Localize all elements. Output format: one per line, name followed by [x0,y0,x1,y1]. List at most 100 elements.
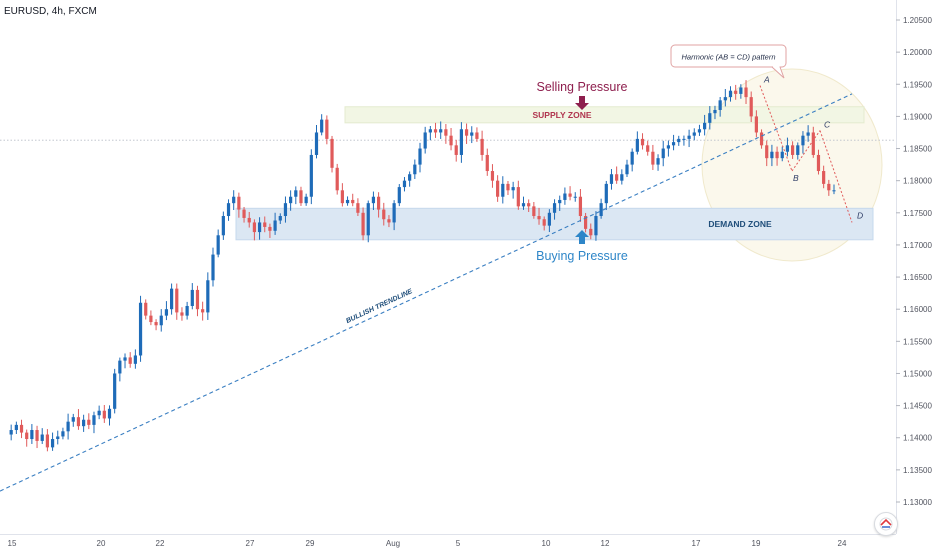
harmonic-callout-box [670,44,787,68]
candle-body [397,187,401,204]
candle-body [102,410,106,419]
candle-body [257,222,262,233]
candle-body [759,132,764,146]
candle-body [87,419,91,425]
candle-body [92,415,96,425]
candle-body [827,183,831,191]
candle-body [816,154,821,172]
candle-body [671,142,676,146]
supply-zone [344,106,865,124]
candle-body [376,196,381,210]
candle-body [118,360,122,374]
x-tick-label: 19 [752,539,761,548]
candle-body [216,235,220,255]
selling-pressure-arrow-icon [575,96,589,110]
candle-body [728,90,733,98]
candle-body [149,315,153,323]
candle-body [718,100,722,110]
candle-body [615,174,619,181]
candle-body [464,129,469,136]
tradingview-logo-icon[interactable] [874,512,898,536]
y-tick-label: 1.17000 [903,241,932,250]
candle-body [785,145,790,152]
candle-body [40,434,44,441]
candle-body [278,216,282,221]
candle-body [630,151,634,165]
x-tick-label: 20 [97,539,106,548]
candle-body [330,138,334,168]
candle-body [30,430,34,440]
candle-body [677,138,681,143]
candle-body [180,312,184,316]
candle-body [449,135,453,146]
candle-body [71,417,75,422]
candle-body [283,203,288,217]
candle-body [113,373,117,409]
candle-body [552,203,557,213]
candle-body [527,203,531,207]
harmonic-leg [759,85,793,172]
demand-zone-label: DEMAND ZONE [708,219,772,229]
candle-body [640,138,645,146]
candle-body [242,209,246,218]
candle-body [609,174,614,184]
y-tick-label: 1.16500 [903,273,932,282]
candle-body [402,180,407,188]
candle-body [320,119,324,133]
candle-body [164,309,169,316]
candle-body [806,132,810,136]
candle-body [314,132,319,155]
x-tick-label: 12 [601,539,610,548]
candle-body [97,410,101,416]
candle-body [237,196,241,210]
candle-body [273,220,277,231]
y-tick-label: 1.17500 [903,209,932,218]
candle-body [573,196,577,198]
candle-body [439,129,443,133]
harmonic-leg [791,130,821,172]
bullish-trendline[interactable] [0,93,853,492]
candle-body [620,174,624,181]
candle-body [723,97,727,101]
y-tick-label: 1.14500 [903,402,932,411]
harmonic-callout-pointer [771,66,785,79]
x-tick-label: 17 [692,539,701,548]
candle-body [413,164,417,175]
candle-body [50,439,55,448]
candle-body [226,203,231,217]
candle-body [656,158,660,165]
candle-body [247,217,251,223]
candle-body [542,219,546,226]
candle-body [201,309,205,313]
candle-body [428,129,432,133]
candle-body [423,132,427,149]
candle-body [454,145,458,155]
y-tick-label: 1.19000 [903,112,932,121]
candle-body [594,216,598,236]
y-tick-label: 1.20500 [903,16,932,25]
x-tick-label: 10 [542,539,551,548]
candle-body [470,132,474,136]
buying-pressure-label: Buying Pressure [536,249,628,263]
selling-pressure-label: Selling Pressure [536,80,627,94]
x-tick-label: 27 [246,539,255,548]
candle-body [169,288,174,310]
candle-body [138,302,143,356]
candle-body [765,145,769,159]
candle-body [340,190,344,204]
candle-body [490,171,495,181]
candle-body [392,203,396,223]
candle-body [739,87,743,94]
candle-body [532,206,536,217]
y-tick-label: 1.18000 [903,177,932,186]
candle-body [749,97,753,117]
y-tick-label: 1.14000 [903,434,932,443]
candle-body [299,190,303,204]
candle-body [190,289,194,306]
candle-body [661,148,665,159]
candle-body [335,167,339,191]
candle-body [211,254,215,281]
candle-body [221,216,225,236]
